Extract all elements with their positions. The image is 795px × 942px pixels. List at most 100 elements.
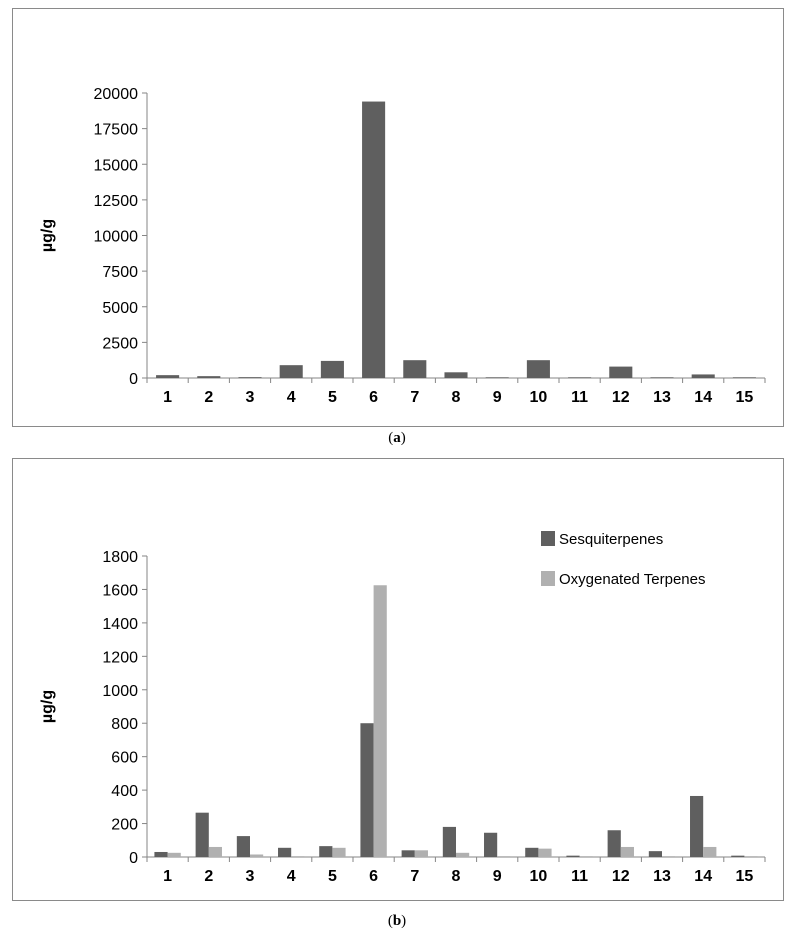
chart-a-x-tick-label: 8 [452,389,461,406]
chart-b-y-axis-label: µg/g [39,690,56,723]
chart-b-bar-sesquiterpenes [195,812,209,857]
chart-a-bar [362,101,386,379]
caption-a: (a) [388,430,406,446]
chart-b-bar-oxygenated-terpenes [332,847,346,857]
chart-a-x-tick-label: 6 [369,389,378,406]
chart-b-legend-label-sesquiterpenes: Sesquiterpenes [559,531,663,548]
chart-a-bar [320,360,344,378]
chart-b-x-tick-label: 14 [694,868,712,885]
chart-a-bar [279,365,303,378]
chart-a-bar [732,377,756,378]
chart-a-x-tick-label: 2 [204,389,213,406]
chart-b-legend-label-oxygenated-terpenes: Oxygenated Terpenes [559,571,706,588]
chart-b-x-tick-label: 2 [204,868,213,885]
chart-a-x-tick-label: 13 [653,389,671,406]
chart-b-x-tick-label: 8 [452,868,461,885]
chart-b-bar-sesquiterpenes [484,832,498,857]
chart-a-bar [197,376,221,378]
chart-a-y-tick-label: 15000 [94,157,139,174]
chart-b-y-tick-label: 0 [129,850,138,867]
chart-a-y-tick-label: 17500 [94,122,139,139]
chart-b-bar-sesquiterpenes [566,855,580,857]
chart-b-x-tick-label: 10 [530,868,548,885]
chart-b-x-tick-label: 11 [571,868,588,885]
chart-b-y-tick-label: 1000 [102,683,138,700]
chart-b-bar-sesquiterpenes [401,850,415,857]
chart-b-y-tick-label: 1400 [102,616,138,633]
chart-a-bar [403,360,427,378]
chart-b-bar-sesquiterpenes [278,847,292,857]
chart-a-x-tick-label: 3 [246,389,255,406]
chart-b-bar-sesquiterpenes [607,830,621,857]
chart-b-y-tick-label: 800 [111,716,138,733]
chart-b-x-tick-label: 6 [369,868,378,885]
chart-b-x-tick-label: 5 [328,868,337,885]
chart-a-y-tick-label: 7500 [102,264,138,281]
chart-b-y-tick-label: 1600 [102,582,138,599]
chart-b-bar-oxygenated-terpenes [373,585,387,857]
chart-b-y-tick-label: 200 [111,817,138,834]
chart-b-bar-sesquiterpenes [360,723,374,857]
chart-a-bar [650,377,674,378]
chart-a-bar [238,377,262,378]
chart-b-bar-oxygenated-terpenes [208,846,222,857]
chart-b-legend-swatch-sesquiterpenes [541,531,555,546]
chart-b-bar-oxygenated-terpenes [456,852,470,857]
chart-b-bar-sesquiterpenes [648,851,662,857]
chart-a-y-tick-label: 5000 [102,300,138,317]
chart-b-bar-sesquiterpenes [731,855,745,857]
chart-b-y-tick-label: 1200 [102,649,138,666]
chart-b-bar-sesquiterpenes [442,826,456,857]
chart-b-bar-oxygenated-terpenes [414,850,428,857]
chart-a-x-tick-label: 5 [328,389,337,406]
chart-b-y-tick-label: 600 [111,750,138,767]
chart-a-bar [691,374,715,378]
chart-b-frame [12,458,784,901]
chart-a-x-tick-label: 1 [163,389,172,406]
chart-a-x-tick-label: 12 [612,389,630,406]
chart-b-x-tick-label: 12 [612,868,630,885]
chart-a-bar [485,377,509,378]
chart-b-x-tick-label: 13 [653,868,671,885]
chart-a-x-tick-label: 10 [530,389,548,406]
chart-b-y-tick-label: 1800 [102,549,138,566]
chart-b-x-tick-label: 9 [493,868,502,885]
chart-a-frame [12,8,784,427]
chart-b-x-tick-label: 4 [287,868,296,885]
chart-a-x-tick-label: 4 [287,389,296,406]
chart-a-x-tick-label: 15 [736,389,754,406]
chart-b-bar-sesquiterpenes [525,847,539,857]
chart-a-bar [526,360,550,378]
chart-b-bar-oxygenated-terpenes [250,854,264,857]
chart-b-bar-oxygenated-terpenes [497,856,511,857]
chart-b-x-tick-label: 1 [163,868,172,885]
chart-b-x-tick-label: 7 [410,868,419,885]
chart-b-bar-oxygenated-terpenes [167,852,181,857]
chart-a-x-tick-label: 9 [493,389,502,406]
chart-a-x-tick-label: 7 [410,389,419,406]
chart-b-bar-oxygenated-terpenes [662,856,676,857]
chart-b-y-tick-label: 400 [111,783,138,800]
chart-b-bar-sesquiterpenes [154,851,168,857]
chart-a-y-tick-label: 2500 [102,335,138,352]
chart-b-bar-oxygenated-terpenes [579,856,593,857]
chart-b-bar-sesquiterpenes [236,836,250,857]
chart-a-y-axis-label: µg/g [39,219,56,252]
caption-b: (b) [387,913,407,929]
chart-b-legend-swatch-oxygenated-terpenes [541,571,555,586]
chart-b-bar-oxygenated-terpenes [703,846,717,857]
chart-b-bar-sesquiterpenes [690,795,704,857]
chart-a-bar [444,372,468,378]
chart-a-y-tick-label: 20000 [94,86,139,103]
chart-a-y-tick-label: 12500 [94,193,139,210]
chart-a-bar [156,375,180,378]
chart-b-x-tick-label: 3 [246,868,255,885]
chart-a-bar [609,366,633,378]
chart-a-x-tick-label: 14 [694,389,712,406]
chart-a-x-tick-label: 11 [571,389,588,406]
chart-b-bar-sesquiterpenes [319,846,333,857]
chart-a-y-tick-label: 10000 [94,229,139,246]
chart-b-bar-oxygenated-terpenes [744,856,758,857]
chart-b-bar-oxygenated-terpenes [291,856,305,857]
